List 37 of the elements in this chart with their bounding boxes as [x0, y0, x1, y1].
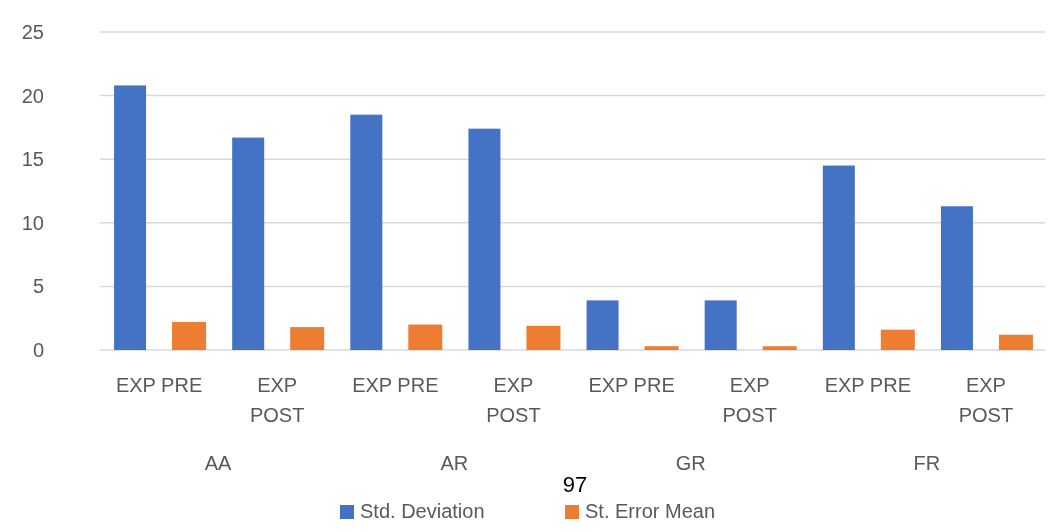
bar	[880, 329, 915, 350]
legend-label: Std. Deviation	[360, 500, 485, 522]
legend-label: St. Error Mean	[585, 500, 716, 522]
text: GR	[675, 452, 706, 474]
y-tick-label: 0	[32, 339, 44, 361]
bar	[232, 137, 265, 350]
x-tick-label: EXP POST	[722, 374, 777, 426]
bar	[822, 165, 855, 350]
bar	[704, 300, 737, 350]
bar	[998, 334, 1033, 350]
x-tick-label: EXP POST	[249, 374, 305, 426]
bar	[762, 346, 797, 350]
text: 97	[562, 472, 588, 497]
x-tick-label: EXP POST	[486, 374, 541, 426]
bar	[940, 206, 973, 350]
text: AA	[204, 452, 233, 474]
text: FR	[913, 452, 941, 474]
bar	[290, 327, 325, 350]
bar	[644, 346, 679, 350]
y-tick-label: 5	[32, 275, 44, 298]
bar	[114, 85, 147, 350]
y-tick-label: 25	[21, 21, 44, 43]
bar	[350, 114, 383, 350]
text: AR	[440, 452, 469, 474]
x-tick-label: EXP PRE	[115, 374, 203, 396]
y-tick-label: 10	[21, 211, 44, 234]
x-tick-label: EXP PRE	[352, 374, 439, 396]
x-tick-label: EXP PRE	[824, 374, 911, 396]
bar	[586, 300, 619, 350]
x-tick-label: EXP PRE	[588, 374, 675, 396]
y-tick-label: 15	[21, 148, 44, 171]
bar	[408, 324, 443, 350]
y-tick-label: 20	[21, 84, 44, 107]
x-tick-label: EXP POST	[958, 374, 1014, 426]
bar	[172, 322, 207, 350]
bar	[468, 128, 501, 350]
bar	[526, 325, 561, 350]
